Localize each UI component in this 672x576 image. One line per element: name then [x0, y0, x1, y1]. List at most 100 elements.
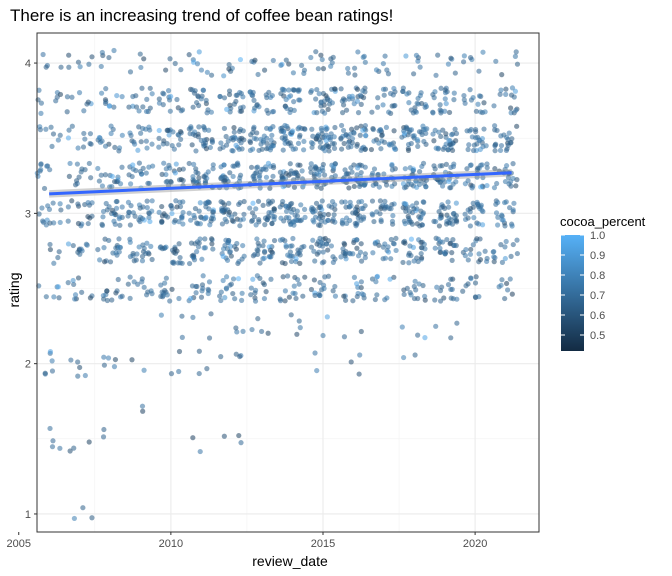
data-point [346, 185, 352, 191]
data-point [200, 273, 206, 279]
data-point [285, 140, 292, 147]
data-point [514, 177, 520, 183]
data-point [422, 293, 428, 299]
data-point [196, 175, 202, 181]
data-point [292, 212, 298, 218]
data-point [232, 135, 238, 141]
data-point [206, 279, 213, 285]
data-point [382, 53, 388, 59]
data-point [199, 288, 205, 294]
data-point [221, 433, 227, 439]
legend-tick-label: 0.7 [590, 290, 605, 302]
data-point [51, 294, 57, 300]
data-point [99, 49, 105, 56]
data-point [162, 287, 168, 294]
data-point [64, 94, 71, 100]
data-point [249, 210, 256, 216]
data-point [309, 88, 315, 94]
x-axis-title: review_date [252, 553, 328, 569]
data-point [406, 260, 412, 266]
data-point [40, 51, 46, 58]
data-point [70, 277, 76, 284]
data-point [473, 108, 479, 114]
data-point [278, 128, 284, 134]
data-point [49, 368, 56, 374]
data-point [375, 95, 381, 101]
data-point [291, 87, 297, 93]
data-point [329, 204, 335, 210]
data-point [318, 239, 324, 245]
data-point [226, 66, 232, 72]
data-point [451, 242, 457, 248]
data-point [307, 165, 314, 171]
data-point [373, 279, 379, 285]
data-point [418, 250, 424, 257]
data-point [134, 251, 140, 257]
data-point [360, 54, 366, 60]
data-point [47, 425, 53, 432]
data-point [315, 222, 322, 228]
data-point [448, 164, 454, 170]
data-point [263, 289, 269, 295]
data-point [370, 250, 376, 256]
data-point [432, 166, 438, 172]
data-point [205, 199, 211, 205]
data-point [133, 257, 139, 263]
data-point [85, 199, 91, 206]
data-point [250, 89, 256, 96]
data-point [196, 370, 202, 377]
data-point [180, 209, 186, 216]
data-point [330, 166, 337, 172]
data-point [85, 99, 91, 105]
data-point [352, 72, 358, 78]
data-point [260, 202, 266, 209]
data-point [144, 240, 150, 246]
data-point [57, 445, 63, 451]
data-point [317, 235, 323, 241]
data-point [509, 223, 515, 229]
data-point [318, 52, 324, 58]
data-point [284, 105, 290, 112]
data-point [438, 133, 444, 140]
data-point [260, 166, 267, 172]
data-point [191, 257, 198, 263]
data-point [220, 246, 227, 252]
data-point [362, 122, 368, 129]
data-point [95, 165, 101, 172]
data-point [297, 325, 303, 331]
data-point [199, 256, 205, 262]
data-point [475, 101, 481, 107]
data-point [283, 170, 289, 177]
data-point [491, 103, 497, 109]
data-point [247, 139, 254, 146]
data-point [196, 124, 202, 130]
data-point [297, 132, 303, 138]
data-point [173, 198, 179, 204]
data-point [339, 217, 346, 223]
data-point [471, 215, 477, 221]
data-point [262, 222, 268, 228]
data-point [74, 161, 80, 167]
data-point [420, 211, 426, 217]
data-point [309, 126, 315, 132]
data-point [514, 237, 520, 243]
data-point [413, 178, 419, 184]
data-point [210, 209, 216, 215]
data-point [282, 298, 288, 304]
data-point [386, 109, 392, 115]
data-point [283, 57, 289, 63]
data-point [470, 147, 477, 154]
data-point [149, 256, 155, 263]
data-point [388, 206, 394, 212]
data-point [481, 100, 487, 106]
data-point [512, 53, 518, 59]
data-point [422, 297, 428, 303]
data-point [435, 52, 441, 58]
data-point [115, 276, 121, 283]
y-tick-label: 1 [25, 509, 31, 521]
data-point [342, 297, 349, 303]
data-point [149, 291, 155, 297]
data-point [417, 223, 423, 229]
data-point [319, 260, 325, 266]
data-point [268, 137, 274, 143]
